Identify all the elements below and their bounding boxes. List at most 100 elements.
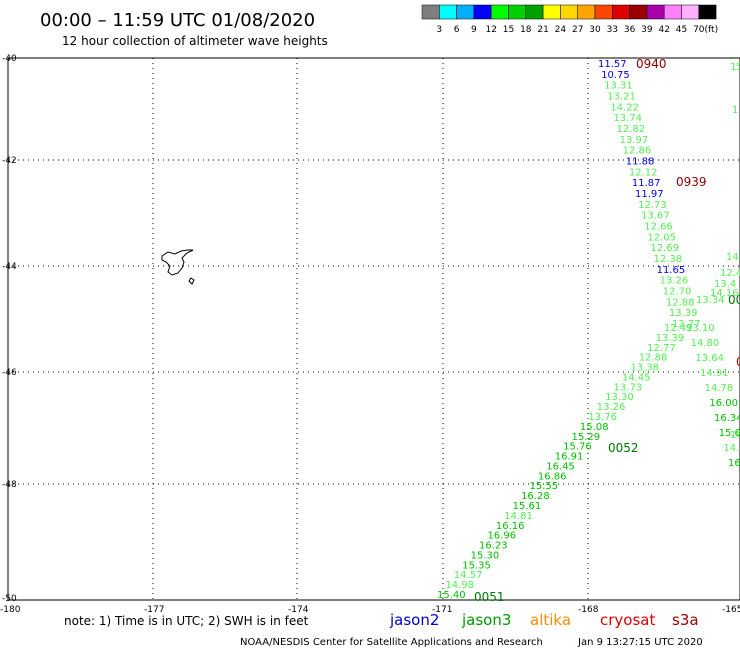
legend-swatch xyxy=(439,4,457,20)
track-value: 15.40 xyxy=(437,590,466,601)
track-value: 14.57 xyxy=(454,570,483,581)
legend-label: 39 xyxy=(641,25,653,35)
track-value: 15.35 xyxy=(462,560,491,571)
track-value: 16.28 xyxy=(521,491,550,502)
track-time-label: 0939 xyxy=(676,175,707,189)
track-fragment: 00 xyxy=(728,293,740,307)
track-time-label: 0940 xyxy=(636,57,667,71)
track-value: 13.67 xyxy=(641,211,670,222)
graticule xyxy=(8,58,740,600)
legend-swatch xyxy=(698,4,717,20)
legend-label: 70 xyxy=(693,25,705,35)
track-value: 13.10 xyxy=(686,323,715,334)
map-frame xyxy=(7,57,740,601)
track-value: 12.66 xyxy=(644,222,673,233)
lat-tick: -44 xyxy=(2,262,17,272)
lat-tick: -40 xyxy=(2,54,17,64)
footer-note: note: 1) Time is in UTC; 2) SWH is in fe… xyxy=(64,614,309,628)
satellite-name: s3a xyxy=(672,611,699,629)
track-value: 16.45 xyxy=(546,461,575,472)
track-value: 13.26 xyxy=(597,402,626,413)
track-value: 13.73 xyxy=(614,382,643,393)
track-value: 13.39 xyxy=(669,308,698,319)
track-value: 16.00 xyxy=(709,398,738,409)
track-fragment: 13.4 xyxy=(714,279,736,290)
track-value: 16.86 xyxy=(538,471,567,482)
track-value: 12.49 xyxy=(664,323,693,334)
legend-label: 9 xyxy=(471,25,477,35)
lon-tick: -180 xyxy=(0,605,21,615)
lon-tick: -174 xyxy=(288,605,309,615)
track-value: 12.82 xyxy=(617,124,646,135)
legend-label: 15 xyxy=(503,25,514,35)
track-value: 13.26 xyxy=(660,276,689,287)
track-value: 15.29 xyxy=(572,432,601,443)
track-value: 11.65 xyxy=(657,265,686,276)
legend-label: 21 xyxy=(537,25,548,35)
track-value: 12.12 xyxy=(629,167,658,178)
track-fragment: 14.16 xyxy=(710,288,739,299)
satellite-name: jason2 xyxy=(389,611,439,629)
track-value: 14.7 xyxy=(723,443,740,454)
legend-swatch xyxy=(663,4,682,20)
track-value: 14.81 xyxy=(504,511,533,522)
legend-label: 3 xyxy=(436,25,442,35)
track-value: 12.73 xyxy=(638,200,667,211)
track-value: 11.97 xyxy=(635,189,664,200)
track-value: 15.61 xyxy=(513,501,542,512)
legend-swatch xyxy=(594,4,613,20)
legend-swatch xyxy=(525,4,544,20)
track-value: 15.55 xyxy=(529,481,558,492)
legend-swatch xyxy=(612,4,630,20)
satellite-name: cryosat xyxy=(600,611,655,629)
legend-label: 42 xyxy=(658,25,669,35)
track-value: 12.88 xyxy=(639,353,668,364)
track-value: 14.22 xyxy=(610,102,639,113)
track-value: 12.38 xyxy=(654,254,683,265)
track-value: 13.38 xyxy=(630,363,659,374)
satellite-tracks: 11.5710.7513.3113.2114.2213.7412.8213.97… xyxy=(437,57,740,604)
legend-label: 30 xyxy=(589,25,601,35)
track-value: 12.77 xyxy=(672,319,701,330)
track-value: 13.31 xyxy=(604,81,633,92)
lon-tick: -177 xyxy=(144,605,164,615)
track-value: 16.96 xyxy=(487,531,516,542)
track-value: 12.70 xyxy=(663,287,692,298)
track-value: 15.30 xyxy=(471,550,500,561)
legend-label: 27 xyxy=(572,25,583,35)
track-value: 12.69 xyxy=(650,243,679,254)
track-fragment: 16 xyxy=(730,430,740,441)
track-value: 12.05 xyxy=(647,232,676,243)
track-value: 13.74 xyxy=(613,113,642,124)
lat-tick: -50 xyxy=(2,594,17,604)
track-fragment: 15 xyxy=(730,62,740,73)
map-subtitle: 12 hour collection of altimeter wave hei… xyxy=(62,34,328,48)
track-value: 15.08 xyxy=(580,422,609,433)
track-value: 14.78 xyxy=(705,383,734,394)
track-value: 13.30 xyxy=(605,392,634,403)
track-fragment: 12.47 xyxy=(720,268,740,279)
legend-label: 33 xyxy=(607,25,618,35)
track-value: 16.23 xyxy=(479,541,508,552)
track-value: 13.97 xyxy=(620,135,649,146)
legend-label: 12 xyxy=(485,25,496,35)
track-value: 13.39 xyxy=(656,333,685,344)
track-value: 13.76 xyxy=(588,412,617,423)
legend-swatch xyxy=(560,4,578,20)
track-value: 14.91 xyxy=(700,368,729,379)
legend-swatch xyxy=(646,4,665,20)
track-value: 16.34 xyxy=(714,413,740,424)
track-value: 14.45 xyxy=(622,372,651,383)
longitude-ticks: -180 -177 -174 -171 -168 -165 xyxy=(0,605,740,615)
legend-label: 36 xyxy=(624,25,636,35)
track-value: 15.76 xyxy=(563,442,592,453)
satellite-legend: jason2 jason3 altika cryosat s3a xyxy=(389,611,699,629)
track-value: 11.88 xyxy=(626,157,655,168)
lat-tick: -42 xyxy=(2,156,17,166)
legend-label: 24 xyxy=(555,25,567,35)
track-value: 14.80 xyxy=(691,338,720,349)
island-outline xyxy=(161,249,195,285)
lon-tick: -165 xyxy=(722,605,740,615)
legend-swatch xyxy=(421,4,440,20)
